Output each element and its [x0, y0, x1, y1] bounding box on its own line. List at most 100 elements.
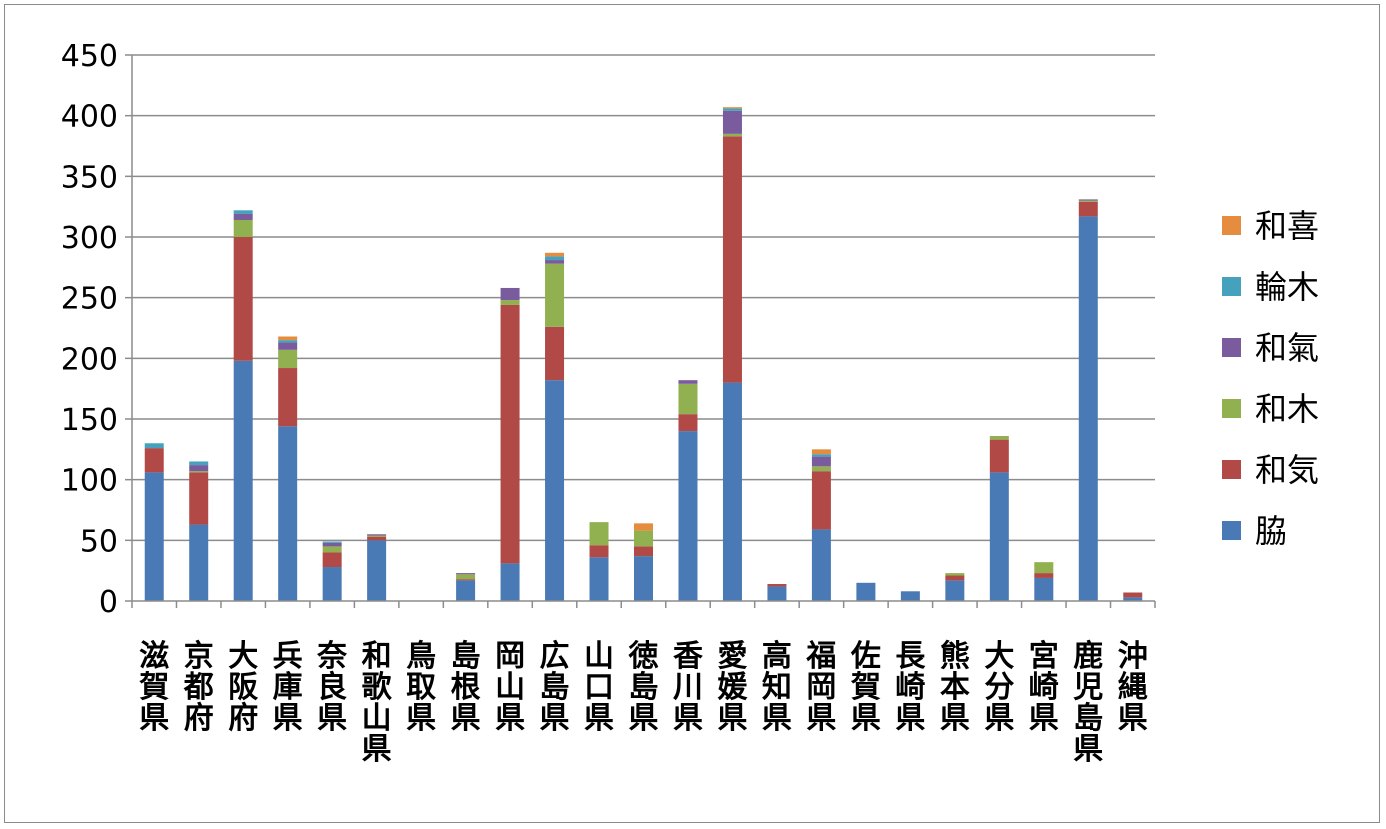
bar-segment	[367, 536, 387, 541]
bar-segment	[945, 575, 965, 581]
bar-segment	[811, 466, 831, 472]
x-category-label: 山口県	[584, 639, 614, 736]
bar-segment	[322, 546, 342, 553]
bar-segment	[722, 108, 742, 111]
bar-segment	[500, 563, 520, 601]
bar-segment	[322, 541, 342, 543]
x-category-label: 京都府	[183, 639, 214, 736]
bar-segment	[1123, 597, 1143, 601]
bar-segment	[678, 383, 698, 415]
bar-segment	[278, 336, 298, 341]
bar-segment	[278, 340, 298, 343]
bar-segment	[545, 263, 565, 327]
bar-segment	[722, 110, 742, 134]
bar-segment	[811, 449, 831, 455]
y-tick-label: 200	[61, 342, 118, 377]
bar-segment	[989, 439, 1009, 473]
legend-swatch	[1222, 460, 1241, 479]
bar-segment	[634, 556, 653, 601]
bar-segment	[811, 529, 831, 601]
x-category-label: 滋賀県	[139, 639, 169, 736]
bar-segment	[634, 546, 653, 557]
legend-label: 脇	[1255, 512, 1287, 550]
bar-segment	[322, 542, 342, 547]
bar-segment	[1123, 592, 1143, 598]
bar-segment	[233, 237, 253, 361]
x-category-label: 鹿児島県	[1073, 639, 1103, 767]
bar-segment	[767, 584, 787, 587]
bar-segment	[144, 443, 164, 449]
bars	[144, 107, 1143, 601]
y-tick-label: 300	[61, 221, 118, 256]
x-category-label: 宮崎県	[1029, 639, 1059, 736]
legend-label: 和喜	[1255, 207, 1319, 245]
legend-label: 輪木	[1255, 268, 1319, 306]
x-category-label: 島根県	[451, 639, 481, 736]
x-category-label: 徳島県	[628, 639, 659, 736]
bar-segment	[545, 252, 565, 257]
bar-segment	[322, 567, 342, 601]
bar-segment	[367, 534, 387, 536]
bar-segment	[189, 524, 209, 601]
x-category-label: 福岡県	[805, 639, 836, 736]
legend-swatch	[1222, 216, 1241, 235]
bar-segment	[989, 472, 1009, 601]
bar-segment	[278, 349, 298, 369]
bar-segment	[811, 471, 831, 530]
y-tick-label: 50	[80, 524, 118, 559]
axes	[125, 54, 1156, 608]
bar-segment	[589, 557, 609, 601]
bar-segment	[767, 586, 787, 601]
legend-label: 和氣	[1255, 329, 1319, 367]
y-tick-label: 450	[61, 39, 118, 74]
y-tick-label: 100	[61, 464, 118, 499]
bar-segment	[811, 454, 831, 457]
bar-segment	[634, 530, 653, 547]
bar-segment	[1078, 201, 1098, 217]
bar-segment	[367, 540, 387, 601]
legend-swatch	[1222, 399, 1241, 418]
bar-segment	[678, 414, 698, 432]
x-category-label: 奈良県	[316, 639, 348, 736]
bar-segment	[856, 582, 876, 601]
gridlines	[132, 54, 1155, 542]
x-category-label: 熊本県	[940, 639, 970, 736]
bar-segment	[278, 342, 298, 350]
x-category-label: 兵庫県	[273, 639, 303, 736]
bar-segment	[811, 456, 831, 467]
bar-segment	[945, 580, 965, 601]
legend-swatch	[1222, 521, 1241, 540]
bar-segment	[233, 220, 253, 237]
bar-segment	[233, 210, 253, 214]
bar-segment	[1078, 199, 1098, 201]
x-category-label: 鳥取県	[406, 639, 436, 736]
bar-segment	[144, 448, 164, 473]
bar-segment	[189, 465, 209, 472]
y-tick-label: 350	[61, 160, 118, 195]
bar-segment	[1078, 216, 1098, 601]
x-category-label: 愛媛県	[717, 639, 748, 736]
x-category-label: 和歌山県	[362, 639, 393, 767]
bar-segment	[1078, 200, 1098, 202]
bar-segment	[456, 580, 476, 601]
legend-swatch	[1222, 277, 1241, 296]
bar-segment	[545, 326, 565, 381]
bar-segment	[456, 574, 476, 580]
legend-label: 和気	[1255, 451, 1319, 489]
bar-segment	[456, 573, 476, 575]
y-tick-labels: 0 50 100 150 200 250 300 350 400 450	[61, 39, 118, 620]
y-tick-label: 250	[61, 282, 118, 317]
legend-label: 和木	[1255, 390, 1319, 428]
bar-segment	[545, 380, 565, 601]
y-tick-label: 400	[61, 100, 118, 135]
bar-segment	[500, 300, 520, 305]
bar-segment	[545, 256, 565, 261]
bar-segment	[1034, 577, 1054, 601]
bar-segment	[500, 304, 520, 564]
bar-segment	[322, 552, 342, 568]
bar-segment	[722, 107, 742, 109]
bar-segment	[233, 213, 253, 221]
bar-segment	[1034, 562, 1054, 574]
